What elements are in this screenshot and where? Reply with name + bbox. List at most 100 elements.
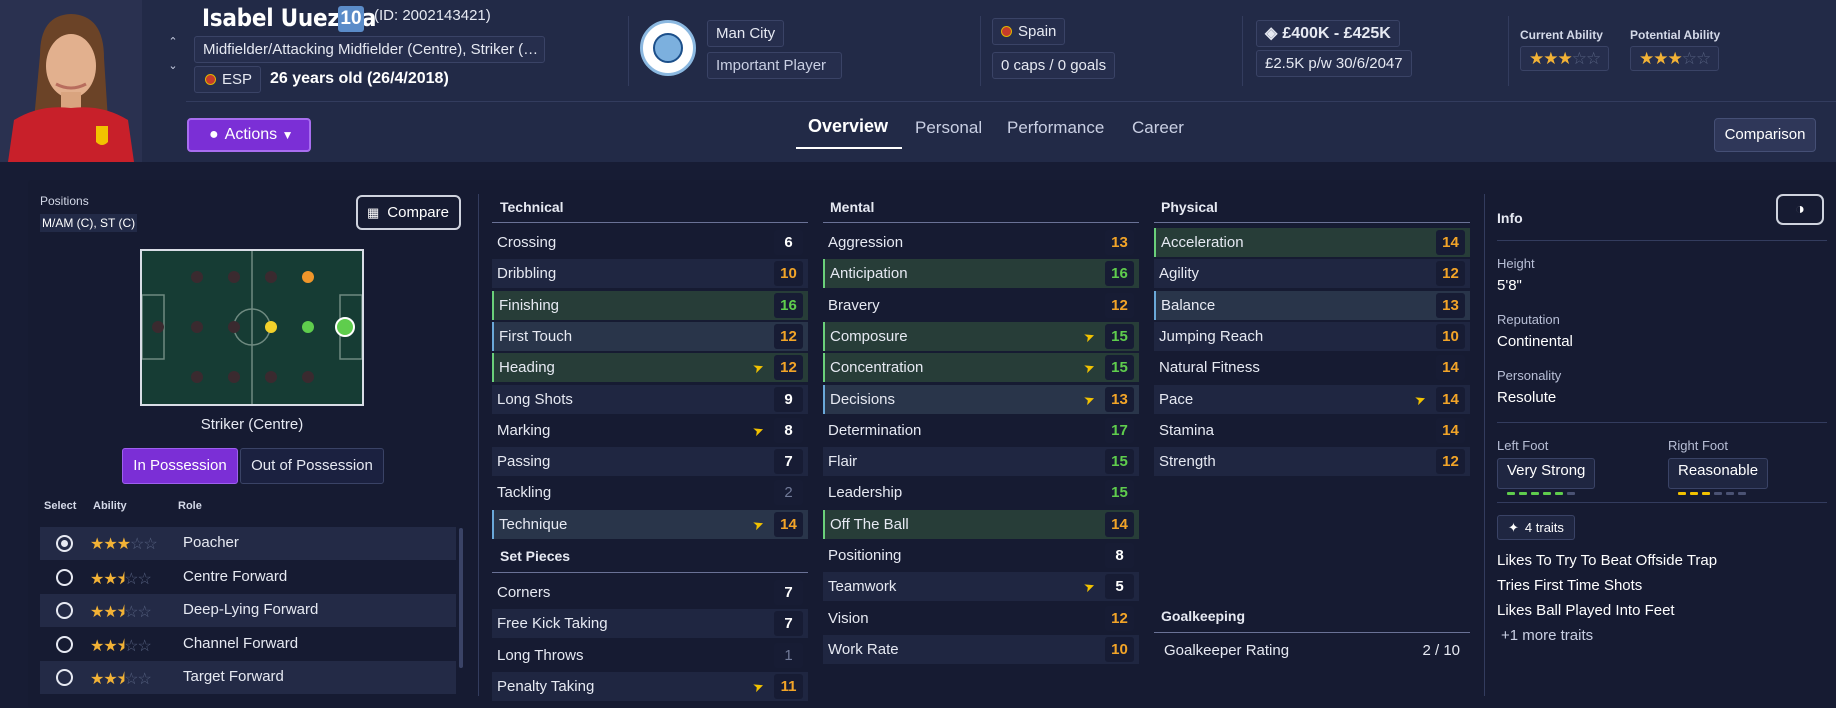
attribute-name: Heading [499, 359, 555, 377]
attribute-row[interactable]: Flair 15 [823, 447, 1139, 477]
attribute-row[interactable]: Concentration ➤ 15 [823, 353, 1139, 383]
attribute-row[interactable]: Off The Ball 14 [823, 509, 1139, 539]
strength-bar [1714, 492, 1722, 495]
tab-performance[interactable]: Performance [1007, 118, 1105, 137]
traits-count-chip[interactable]: ✦ 4 traits [1497, 515, 1575, 540]
role-stars: ★★⯨☆☆ [90, 671, 152, 688]
nation-name: Spain [1018, 23, 1057, 40]
attribute-row[interactable]: Long Throws 1 [492, 641, 808, 670]
actions-label: Actions [224, 126, 278, 143]
attribute-row[interactable]: Natural Fitness 14 [1154, 353, 1470, 382]
tab-overview[interactable]: Overview [808, 116, 889, 136]
attribute-value: 2 [774, 480, 803, 506]
tab-personal[interactable]: Personal [915, 118, 983, 137]
set-pieces-header: Set Pieces [500, 548, 571, 564]
attribute-row[interactable]: Decisions ➤ 13 [823, 384, 1139, 414]
tab-career[interactable]: Career [1132, 118, 1184, 137]
price-tag-icon: ◈ [1265, 25, 1278, 42]
attribute-name: Aggression [828, 234, 904, 251]
role-row[interactable]: ★★★☆☆ Poacher [40, 527, 456, 560]
attribute-row[interactable]: Marking ➤ 8 [492, 416, 808, 445]
goalkeeper-rating-label: Goalkeeper Rating [1164, 642, 1290, 659]
attribute-row[interactable]: Leadership 15 [823, 478, 1139, 507]
value-text: £400K - £425K [1282, 25, 1391, 42]
role-radio[interactable] [56, 636, 73, 653]
attribute-row[interactable]: Finishing 16 [492, 290, 808, 320]
attribute-value: 14 [1436, 230, 1465, 255]
caps-chip: 0 caps / 0 goals [992, 52, 1116, 79]
role-column-header: Role [178, 500, 202, 512]
attribute-row[interactable]: Pace ➤ 14 [1154, 384, 1470, 414]
attribute-row[interactable]: Strength 12 [1154, 447, 1470, 477]
height-value: 5'8" [1497, 277, 1522, 294]
attribute-row[interactable]: Crossing 6 [492, 228, 808, 257]
attribute-value: 17 [1105, 417, 1134, 443]
role-radio[interactable] [56, 535, 73, 552]
divider [1154, 222, 1470, 223]
attribute-row[interactable]: First Touch 12 [492, 321, 808, 351]
attribute-row[interactable]: Aggression 13 [823, 228, 1139, 257]
in-possession-toggle[interactable]: In Possession [122, 448, 238, 484]
attribute-row[interactable]: Teamwork ➤ 5 [823, 572, 1139, 602]
role-name: Centre Forward [183, 568, 288, 585]
attribute-value: 13 [1436, 292, 1465, 318]
attribute-name: Off The Ball [830, 515, 909, 533]
attribute-value: 14 [774, 511, 803, 537]
role-radio[interactable] [56, 569, 73, 586]
chevron-down-icon[interactable]: ⌄ [168, 60, 178, 72]
attribute-row[interactable]: Heading ➤ 12 [492, 353, 808, 383]
attribute-row[interactable]: Determination 17 [823, 416, 1139, 445]
attribute-row[interactable]: Composure ➤ 15 [823, 321, 1139, 351]
role-row[interactable]: ★★⯨☆☆ Channel Forward [40, 628, 456, 661]
role-row[interactable]: ★★⯨☆☆ Deep-Lying Forward [40, 594, 456, 627]
attribute-row[interactable]: Dribbling 10 [492, 259, 808, 289]
nationality-chip[interactable]: ESP [194, 66, 262, 93]
role-row[interactable]: ★★⯨☆☆ Target Forward [40, 661, 456, 694]
club-chip[interactable]: Man City [707, 20, 785, 47]
actions-button[interactable]: ● Actions ▼ [187, 118, 311, 152]
divider [478, 194, 479, 696]
positions-chip[interactable]: Midfielder/Attacking Midfielder (Centre)… [194, 36, 545, 63]
player-header: ⌃ ⌄ Isabel Uueziua 10 (ID: 2002143421) M… [0, 0, 1836, 162]
attribute-row[interactable]: Vision 12 [823, 604, 1139, 633]
comparison-button[interactable]: Comparison [1714, 118, 1816, 152]
club-logo[interactable] [640, 20, 696, 76]
attribute-value: 8 [1105, 543, 1134, 568]
attribute-row[interactable]: Anticipation 16 [823, 259, 1139, 289]
strength-bar [1543, 492, 1551, 495]
attribute-row[interactable]: Stamina 14 [1154, 416, 1470, 445]
role-radio[interactable] [56, 669, 73, 686]
divider [1484, 194, 1485, 696]
attribute-row[interactable]: Agility 12 [1154, 259, 1470, 289]
attribute-row[interactable]: Jumping Reach 10 [1154, 321, 1470, 351]
profile-icon: ◑ [1795, 201, 1805, 218]
attribute-row[interactable]: Technique ➤ 14 [492, 509, 808, 539]
compare-icon: ▦ [367, 205, 380, 220]
role-row[interactable]: ★★⯨☆☆ Centre Forward [40, 561, 456, 594]
attribute-name: Tackling [497, 484, 552, 502]
attribute-row[interactable]: Corners 7 [492, 578, 808, 607]
attribute-row[interactable]: Bravery 12 [823, 291, 1139, 320]
attribute-row[interactable]: Long Shots 9 [492, 384, 808, 414]
out-of-possession-toggle[interactable]: Out of Possession [240, 448, 384, 484]
roles-scrollbar[interactable] [459, 528, 463, 668]
attribute-row[interactable]: Balance 13 [1154, 290, 1470, 320]
position-pitch[interactable] [140, 249, 364, 406]
attribute-name: Jumping Reach [1159, 327, 1264, 345]
role-radio[interactable] [56, 602, 73, 619]
attribute-value: 12 [1105, 292, 1134, 318]
attribute-row[interactable]: Penalty Taking ➤ 11 [492, 671, 808, 701]
nation-chip[interactable]: Spain [992, 18, 1066, 45]
attribute-row[interactable]: Positioning 8 [823, 541, 1139, 570]
attribute-row[interactable]: Free Kick Taking 7 [492, 609, 808, 639]
attribute-row[interactable]: Passing 7 [492, 447, 808, 477]
attribute-row[interactable]: Work Rate 10 [823, 634, 1139, 664]
compare-button[interactable]: ▦ Compare [356, 195, 461, 230]
more-traits-link[interactable]: +1 more traits [1501, 627, 1594, 644]
chevron-up-icon[interactable]: ⌃ [168, 36, 178, 48]
attribute-row[interactable]: Tackling 2 [492, 478, 808, 507]
role-stars: ★★⯨☆☆ [90, 638, 152, 655]
traits-view-button[interactable]: ◑ [1776, 194, 1824, 225]
goalkeeper-rating-value: 2 / 10 [1422, 642, 1460, 659]
attribute-row[interactable]: Acceleration 14 [1154, 228, 1470, 257]
